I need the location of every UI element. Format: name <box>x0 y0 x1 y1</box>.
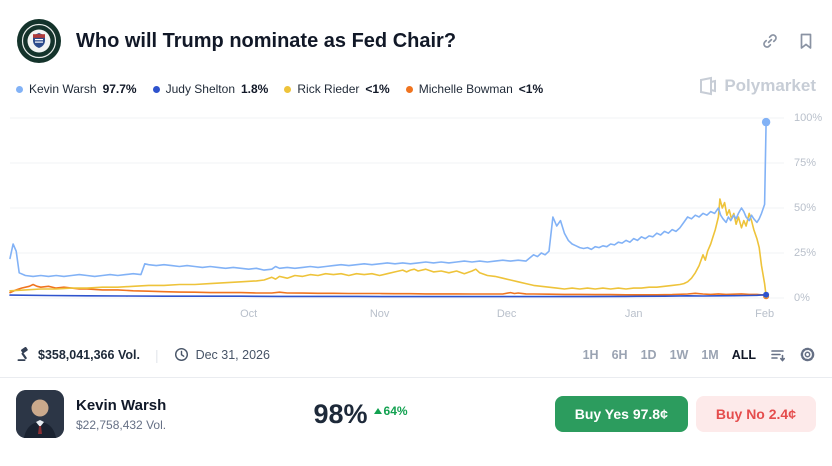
legend-value: 1.8% <box>241 82 269 96</box>
outcome-change: 64% <box>373 404 408 418</box>
buy-no-button[interactable]: Buy No 2.4¢ <box>695 396 816 432</box>
gavel-icon <box>16 346 31 362</box>
y-axis-tick: 100% <box>794 112 823 124</box>
stats-divider: | <box>154 346 159 363</box>
clock-icon <box>174 347 189 362</box>
x-axis-tick: Nov <box>369 308 390 320</box>
polymarket-logo-icon <box>700 76 717 96</box>
series-color-dot <box>284 85 292 93</box>
outcome-row[interactable]: Kevin Warsh $22,758,432 Vol. 98% 64% Buy… <box>0 378 832 450</box>
y-axis-tick: 0% <box>794 292 810 304</box>
outcome-name: Kevin Warsh <box>76 396 167 414</box>
y-axis-tick: 25% <box>794 247 817 259</box>
range-button-1m[interactable]: 1M <box>701 347 719 362</box>
series-color-dot <box>16 85 23 93</box>
x-axis-tick: Oct <box>240 308 258 320</box>
legend-value: 97.7% <box>102 82 137 96</box>
trend-up-icon <box>373 408 382 414</box>
outcome-change-value: 64% <box>383 404 408 418</box>
settings-gear-icon[interactable] <box>799 346 816 363</box>
range-button-1h[interactable]: 1H <box>582 347 599 362</box>
market-end-date: Dec 31, 2026 <box>195 347 270 362</box>
chart-legend: Kevin Warsh 97.7% Judy Shelton 1.8% Rick… <box>16 82 543 96</box>
market-volume: $358,041,366 Vol. <box>38 347 140 362</box>
legend-item-michelle-bowman[interactable]: Michelle Bowman <1% <box>405 82 544 96</box>
outcome-avatar <box>16 390 64 438</box>
legend-label: Michelle Bowman <box>418 82 513 96</box>
series-color-dot <box>405 85 413 93</box>
fed-seal-logo <box>16 18 62 64</box>
x-axis-tick: Jan <box>624 308 643 320</box>
section-divider <box>0 377 832 378</box>
legend-value: <1% <box>365 82 390 96</box>
buy-yes-button[interactable]: Buy Yes 97.8¢ <box>554 396 688 432</box>
legend-label: Rick Rieder <box>297 82 360 96</box>
range-button-6h[interactable]: 6H <box>611 347 628 362</box>
market-header: Who will Trump nominate as Fed Chair? <box>0 0 832 64</box>
legend-item-kevin-warsh[interactable]: Kevin Warsh 97.7% <box>16 82 137 96</box>
y-axis-tick: 50% <box>794 202 817 214</box>
sort-lines-icon[interactable] <box>769 346 786 363</box>
bookmark-icon[interactable] <box>796 31 816 51</box>
legend-value: <1% <box>518 82 544 96</box>
legend-item-rick-rieder[interactable]: Rick Rieder <1% <box>284 82 390 96</box>
polymarket-watermark: Polymarket <box>698 76 816 96</box>
y-axis-tick: 75% <box>794 157 817 169</box>
x-axis-tick: Dec <box>496 308 517 320</box>
outcome-volume: $22,758,432 Vol. <box>76 417 167 432</box>
page-title: Who will Trump nominate as Fed Chair? <box>76 29 457 52</box>
outcome-probability: 98% <box>313 398 368 429</box>
legend-label: Kevin Warsh <box>29 82 97 96</box>
stats-bar: $358,041,366 Vol. | Dec 31, 2026 1H 6H 1… <box>0 346 832 363</box>
share-link-icon[interactable] <box>760 31 780 51</box>
price-chart-svg <box>9 117 784 300</box>
legend-item-judy-shelton[interactable]: Judy Shelton 1.8% <box>152 82 269 96</box>
range-button-all[interactable]: ALL <box>731 347 756 362</box>
x-axis-tick: Feb <box>755 308 775 320</box>
series-color-dot <box>152 85 160 93</box>
legend-label: Judy Shelton <box>165 82 235 96</box>
price-chart[interactable]: 100% 75% 50% 25% 0% Oct Nov Dec Jan Feb <box>0 100 832 340</box>
range-button-1d[interactable]: 1D <box>640 347 657 362</box>
watermark-text: Polymarket <box>724 76 816 95</box>
range-button-1w[interactable]: 1W <box>669 347 689 362</box>
